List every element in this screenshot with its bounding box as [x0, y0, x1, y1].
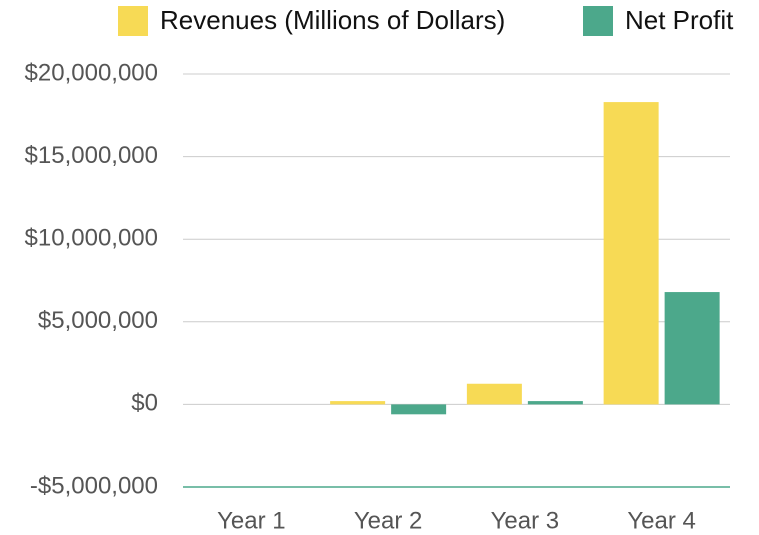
x-tick-label: Year 4 — [627, 507, 696, 534]
bar — [527, 401, 583, 405]
y-tick-label: $20,000,000 — [25, 59, 158, 86]
bar — [466, 383, 522, 405]
y-tick-label: -$5,000,000 — [30, 472, 158, 499]
x-tick-label: Year 1 — [217, 507, 286, 534]
bar — [664, 292, 720, 405]
legend-swatch — [583, 6, 613, 36]
bar — [391, 404, 447, 415]
x-tick-label: Year 3 — [491, 507, 560, 534]
legend-label: Revenues (Millions of Dollars) — [160, 5, 505, 35]
y-tick-label: $15,000,000 — [25, 142, 158, 169]
bar — [330, 401, 386, 405]
x-tick-label: Year 2 — [354, 507, 423, 534]
y-tick-label: $0 — [131, 390, 158, 417]
legend-label: Net Profit — [625, 5, 734, 35]
y-tick-label: $5,000,000 — [38, 307, 158, 334]
legend-swatch — [118, 6, 148, 36]
y-tick-label: $10,000,000 — [25, 225, 158, 252]
bar — [603, 102, 659, 405]
